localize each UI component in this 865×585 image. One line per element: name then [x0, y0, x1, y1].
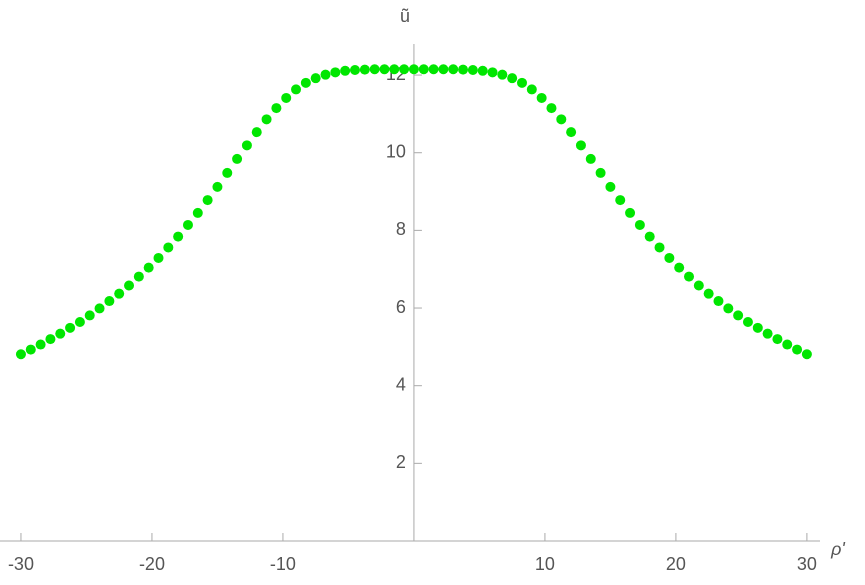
x-tick-label: -30 — [8, 554, 34, 574]
point — [399, 64, 410, 75]
point — [595, 167, 606, 178]
y-tick-label: 10 — [386, 141, 406, 161]
point — [664, 252, 675, 263]
point — [654, 242, 665, 253]
point — [546, 103, 557, 114]
point — [212, 181, 223, 192]
point — [566, 127, 577, 138]
point — [379, 64, 390, 75]
x-tick-label: 20 — [666, 554, 686, 574]
y-tick-label: 4 — [396, 374, 406, 394]
point — [448, 64, 459, 75]
y-axis-label: ũ — [400, 6, 410, 26]
point — [15, 349, 26, 360]
point — [45, 334, 56, 345]
x-tick-label: -10 — [270, 554, 296, 574]
point — [320, 69, 331, 80]
point — [74, 317, 85, 328]
point — [801, 349, 812, 360]
y-tick-label: 8 — [396, 219, 406, 239]
point — [251, 127, 262, 138]
point — [605, 181, 616, 192]
point — [192, 207, 203, 218]
point — [232, 153, 243, 164]
point — [133, 271, 144, 282]
point — [556, 114, 567, 125]
point — [261, 114, 272, 125]
y-tick-label: 6 — [396, 297, 406, 317]
point — [782, 339, 793, 350]
point — [762, 328, 773, 339]
point — [772, 334, 783, 345]
point — [418, 64, 429, 75]
point — [615, 195, 626, 206]
point — [349, 65, 360, 76]
point — [330, 67, 341, 78]
point — [25, 344, 36, 355]
point — [65, 322, 76, 333]
point — [94, 303, 105, 314]
point — [35, 339, 46, 350]
point — [684, 271, 695, 282]
point — [241, 140, 252, 151]
point — [55, 328, 66, 339]
point — [428, 64, 439, 75]
point — [644, 231, 655, 242]
point — [124, 280, 135, 291]
point — [507, 73, 518, 84]
point — [477, 65, 488, 76]
point — [575, 140, 586, 151]
point — [516, 77, 527, 88]
point — [114, 288, 125, 299]
point — [458, 64, 469, 75]
point — [408, 64, 419, 75]
point — [742, 317, 753, 328]
point — [792, 344, 803, 355]
point — [703, 288, 714, 299]
point — [300, 77, 311, 88]
point — [182, 219, 193, 230]
point — [536, 92, 547, 103]
x-tick-label: -20 — [139, 554, 165, 574]
point — [723, 303, 734, 314]
x-tick-label: 30 — [797, 554, 817, 574]
point — [487, 67, 498, 78]
point — [634, 219, 645, 230]
point — [585, 153, 596, 164]
point — [625, 207, 636, 218]
point — [752, 322, 763, 333]
y-tick-label: 2 — [396, 452, 406, 472]
point — [143, 262, 154, 273]
point — [467, 65, 478, 76]
point — [271, 103, 282, 114]
point — [222, 167, 233, 178]
point — [497, 69, 508, 80]
point — [291, 84, 302, 95]
point — [438, 64, 449, 75]
point — [369, 64, 380, 75]
point — [153, 252, 164, 263]
point — [104, 296, 115, 307]
point — [713, 296, 724, 307]
point — [202, 195, 213, 206]
point — [340, 65, 351, 76]
point — [281, 92, 292, 103]
point — [173, 231, 184, 242]
point — [359, 64, 370, 75]
point — [693, 280, 704, 291]
point — [674, 262, 685, 273]
point — [389, 64, 400, 75]
x-tick-label: 10 — [535, 554, 555, 574]
x-axis-label: ρ' — [830, 539, 845, 559]
point — [526, 84, 537, 95]
point — [84, 310, 95, 321]
point — [163, 242, 174, 253]
point — [733, 310, 744, 321]
point — [310, 73, 321, 84]
